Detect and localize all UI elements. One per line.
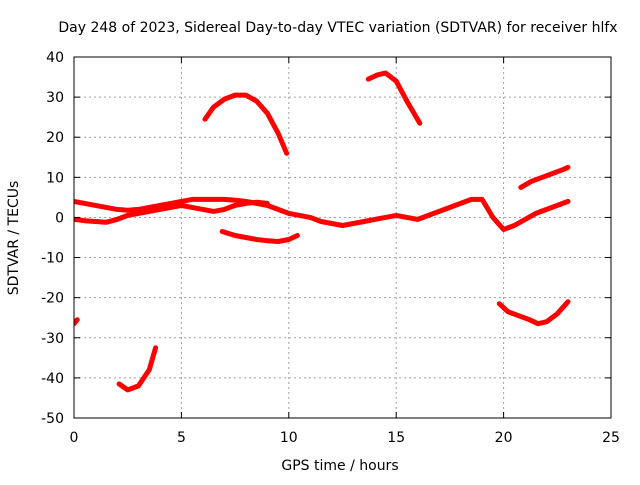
y-tick-label: 40 <box>46 50 64 66</box>
y-tick-label: -50 <box>41 411 64 427</box>
x-axis-label: GPS time / hours <box>281 458 398 474</box>
series-group <box>74 70 571 393</box>
series-arc-main-upper <box>74 196 571 232</box>
y-tick-label: -20 <box>41 291 64 307</box>
y-tick-label: 20 <box>46 130 64 146</box>
y-tick-label: -30 <box>41 331 64 347</box>
series-arc-morning-peak <box>202 92 290 156</box>
series-arc-early-2 <box>116 345 159 393</box>
y-tick-label: -40 <box>41 371 64 387</box>
series-arc-early-1 <box>74 317 80 327</box>
y-tick-label: 0 <box>55 210 64 226</box>
y-tick-label: -10 <box>41 251 64 267</box>
x-tick-label: 0 <box>70 430 79 446</box>
x-tick-label: 20 <box>495 430 513 446</box>
chart-title: Day 248 of 2023, Sidereal Day-to-day VTE… <box>58 20 617 36</box>
data-layer <box>74 70 571 393</box>
y-axis-label: SDTVAR / TECUs <box>6 181 22 296</box>
series-arc-evening-rise <box>518 164 571 190</box>
x-tick-label: 25 <box>602 430 620 446</box>
grid-layer <box>74 57 611 418</box>
series-arc-main-lower <box>74 199 270 225</box>
x-tick-label: 5 <box>177 430 186 446</box>
x-tick-label: 10 <box>280 430 298 446</box>
series-arc-afternoon-peak <box>365 70 423 126</box>
x-tick-label: 15 <box>387 430 405 446</box>
series-arc-morning-dip <box>219 229 300 244</box>
y-tick-label: 30 <box>46 90 64 106</box>
y-tick-label: 10 <box>46 170 64 186</box>
tick-layer: 0 5 10 15 20 25 -50 -40 -30 -20 -10 0 10 20 30 40 <box>41 50 620 446</box>
series-arc-evening-dip <box>496 299 571 327</box>
plot-frame <box>73 56 612 419</box>
